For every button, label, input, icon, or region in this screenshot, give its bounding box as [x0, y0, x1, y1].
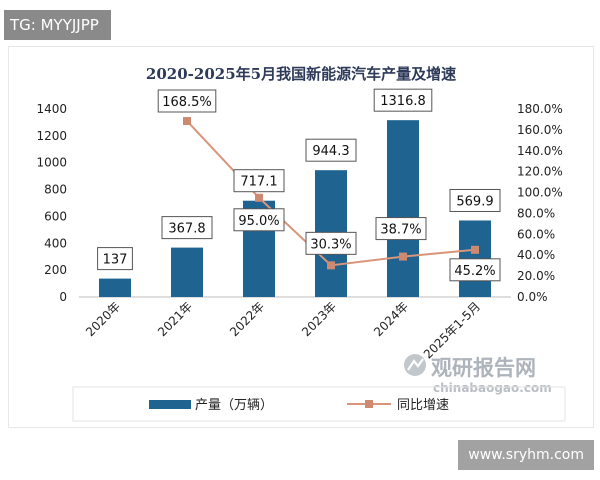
growth-value-label-box: [157, 89, 217, 113]
growth-value-label: 45.2%: [454, 264, 495, 279]
watermark-name: 观研报告网: [431, 356, 536, 380]
x-tick-label: 2022年: [227, 299, 267, 339]
y-left-tick-label: 1200: [36, 129, 67, 143]
y-right-tick-label: 140.0%: [517, 144, 563, 158]
y-right-tick-label: 120.0%: [517, 165, 563, 179]
y-left-tick-label: 400: [44, 236, 67, 250]
bar-value-label: 367.8: [168, 222, 205, 237]
growth-value-label: 95.0%: [238, 214, 279, 229]
growth-value-label: 30.3%: [310, 237, 351, 252]
chart-frame: 2020-2025年5月我国新能源汽车产量及增速 0 200 400 600 800 10…: [8, 46, 594, 428]
legend-swatch-bar: [149, 400, 191, 409]
bar: [171, 247, 203, 297]
growth-value-label: 38.7%: [380, 223, 421, 238]
legend-label-bar: 产量（万辆）: [195, 398, 273, 413]
x-tick-label: 2023年: [299, 299, 339, 339]
chart-title: 2020-2025年5月我国新能源汽车产量及增速: [146, 65, 456, 83]
line-point: [183, 117, 191, 126]
y-left-tick-label: 0: [59, 290, 67, 304]
bar-value-label: 944.3: [312, 144, 349, 159]
x-tick-label: 2021年: [155, 299, 195, 339]
y-left-tick-label: 200: [44, 263, 67, 277]
y-left-tick-label: 1000: [36, 156, 67, 170]
bar-value-label: 137: [103, 253, 128, 268]
bar-value-label-box: [161, 216, 213, 240]
growth-value-label-box: [233, 208, 285, 232]
watermark-logo: [404, 354, 426, 376]
y-right-tick-label: 100.0%: [517, 186, 563, 200]
line-point: [471, 245, 479, 254]
x-tick-label: 2025年1-5月: [421, 299, 483, 361]
x-tick-label: 2024年: [371, 299, 411, 339]
bar-value-label: 717.1: [240, 175, 277, 190]
y-right-tick-label: 40.0%: [517, 248, 555, 262]
legend-label-line: 同比增速: [397, 398, 449, 413]
line-point: [399, 252, 407, 261]
site-tag: www.sryhm.com: [458, 440, 594, 470]
line-point: [327, 261, 335, 270]
y-right-tick-label: 60.0%: [517, 227, 555, 241]
y-left-tick-label: 1400: [36, 102, 67, 116]
y-left-tick-label: 600: [44, 209, 67, 223]
legend: 产量（万辆） 同比增速: [72, 386, 566, 422]
y-right-tick-label: 0.0%: [517, 290, 548, 304]
bar-value-label: 1316.8: [380, 94, 426, 109]
bar-value-label-box: [305, 138, 357, 162]
bar-value-label-box: [373, 88, 433, 112]
legend-swatch-marker: [365, 400, 373, 408]
y-left-tick-label: 800: [44, 183, 67, 197]
growth-value-label-box: [305, 231, 357, 255]
bar-value-label-box: [449, 188, 501, 212]
watermark-domain: chinabaogao.com: [433, 381, 552, 395]
bar: [99, 278, 131, 297]
x-tick-label: 2020年: [83, 299, 123, 339]
tg-tag: TG: MYYJJPP: [4, 10, 111, 40]
growth-value-label-box: [375, 217, 427, 241]
bar-value-label-box: [97, 247, 133, 271]
bar: [387, 120, 419, 297]
chart: 2020-2025年5月我国新能源汽车产量及增速 0 200 400 600 800 10…: [36, 65, 566, 422]
bar-value-label: 569.9: [456, 194, 493, 209]
growth-value-label: 168.5%: [162, 95, 212, 110]
line-point: [255, 193, 263, 202]
bar-value-label-box: [233, 169, 285, 193]
y-right-tick-label: 80.0%: [517, 206, 555, 220]
y-right-tick-label: 160.0%: [517, 123, 563, 137]
y-right-tick-label: 180.0%: [517, 102, 563, 116]
growth-value-label-box: [449, 258, 501, 282]
watermark: 观研报告网 chinabaogao.com: [404, 354, 552, 395]
y-right-tick-label: 20.0%: [517, 269, 555, 283]
